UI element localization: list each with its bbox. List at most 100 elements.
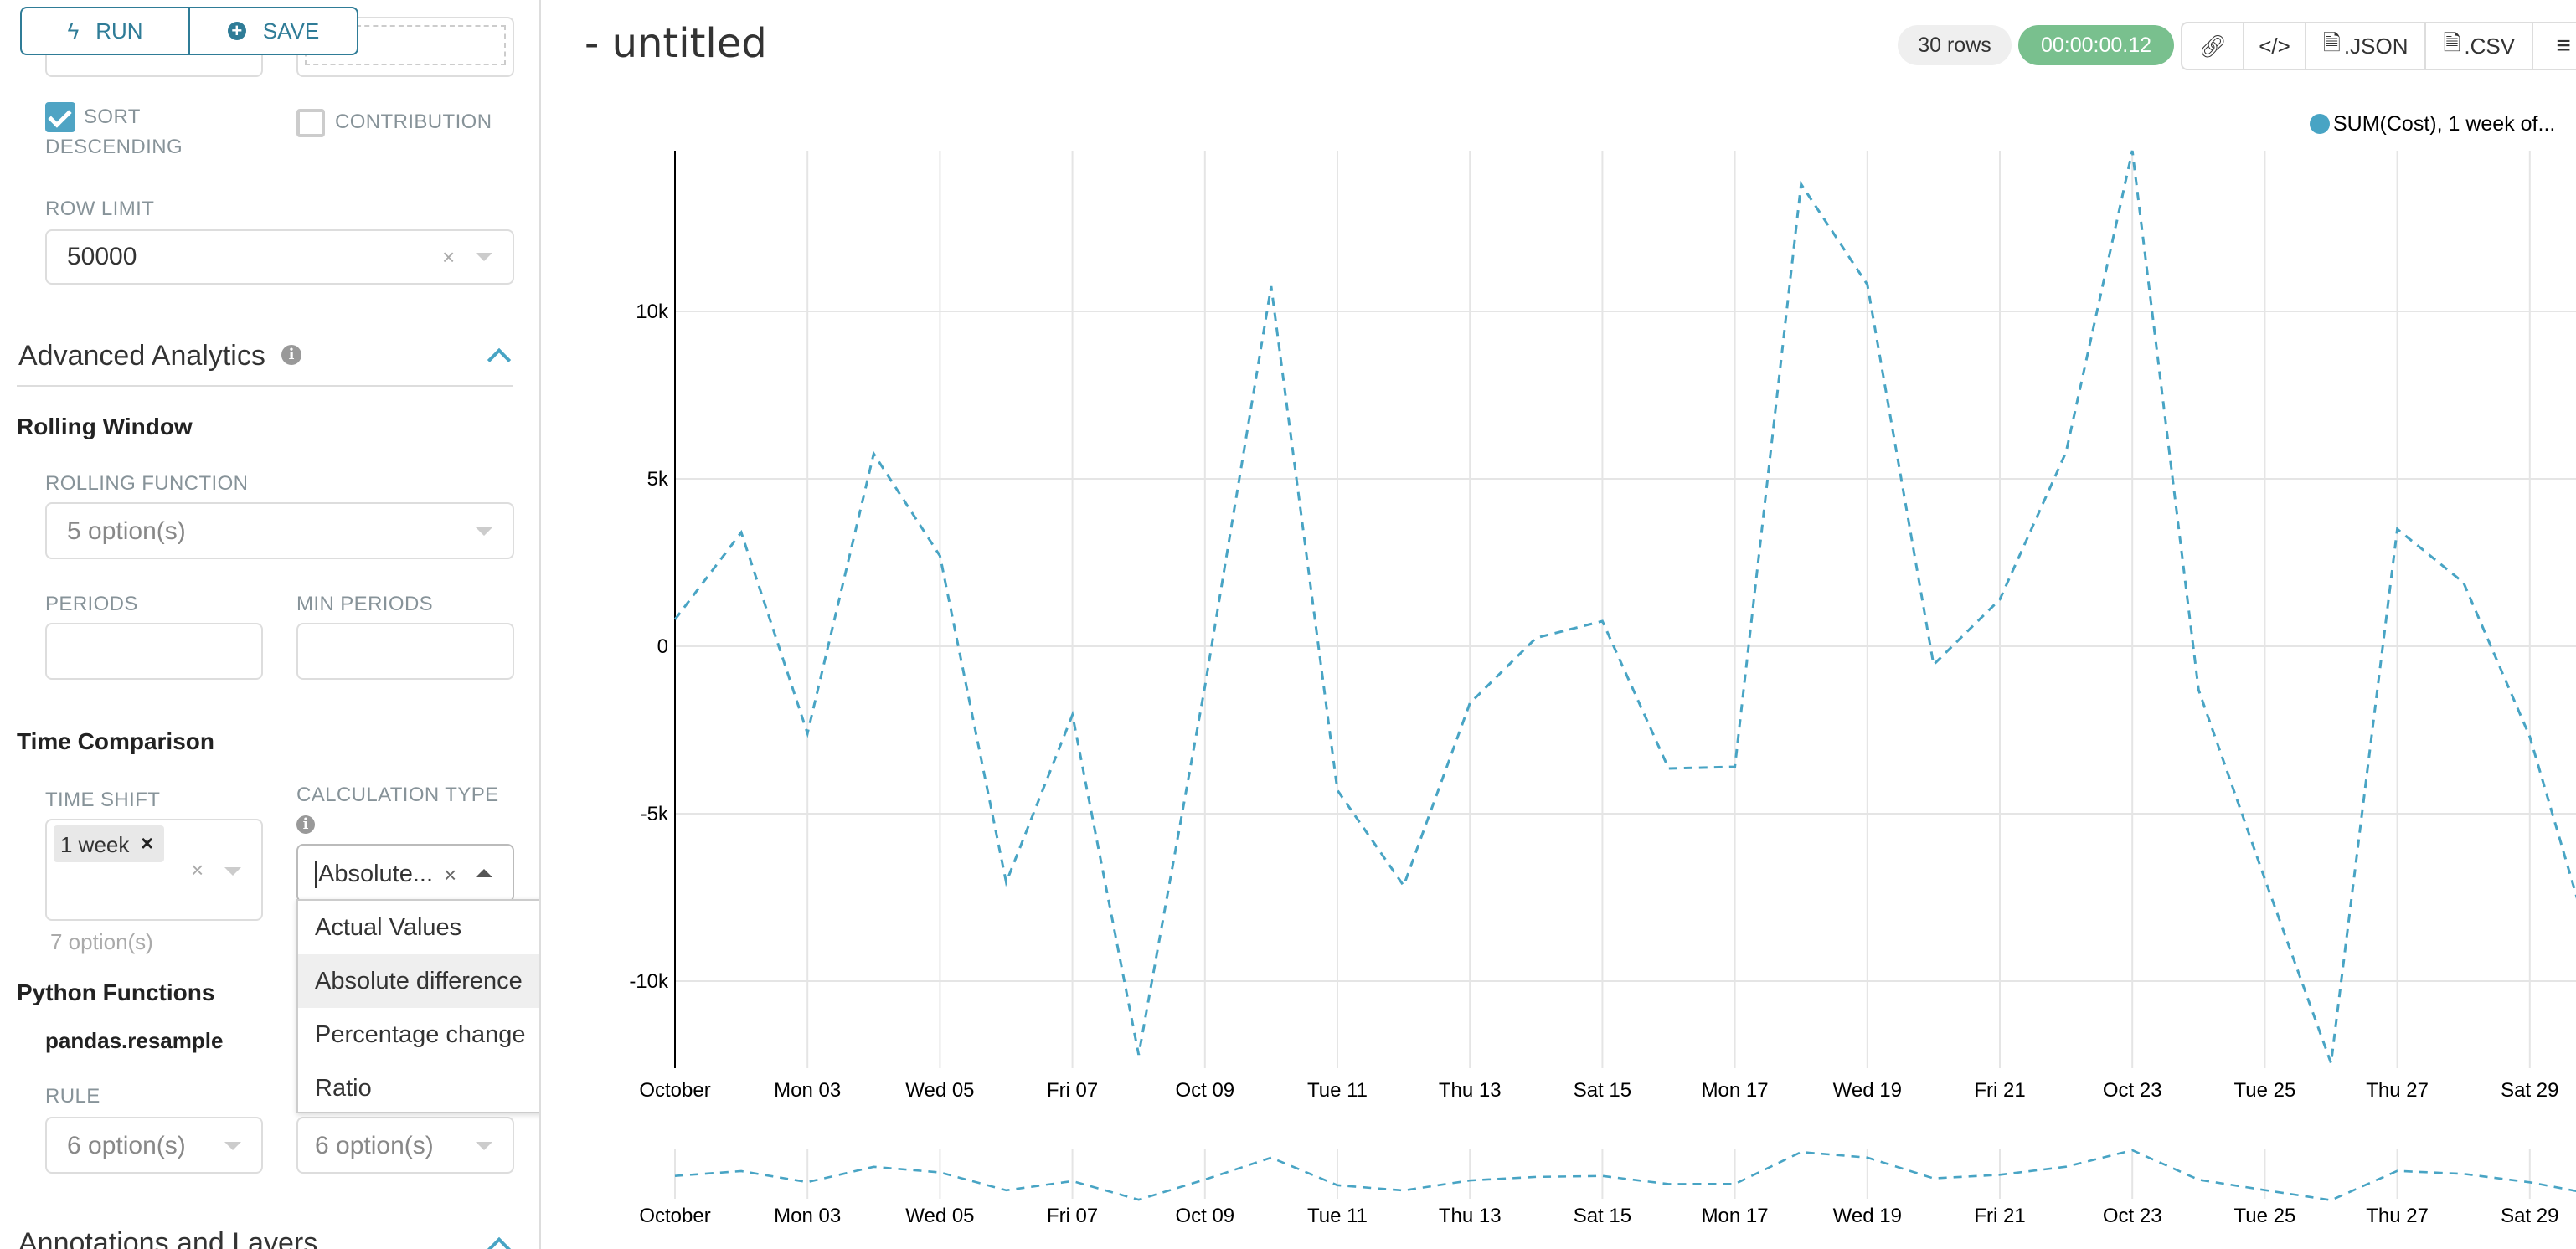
rolling-function-select[interactable]: 5 option(s) <box>45 502 514 559</box>
x-tick-label: Wed 05 <box>905 1079 974 1102</box>
data-point <box>1599 618 1605 624</box>
data-point <box>2328 1060 2335 1067</box>
x-tick-label: Sat 15 <box>1574 1079 1631 1102</box>
y-tick-label: -10k <box>629 970 669 993</box>
link-button[interactable]: 🔗︎ <box>2182 23 2243 69</box>
x-tick-label: Thu 27 <box>2366 1079 2429 1102</box>
legend-dot[interactable] <box>2310 114 2330 134</box>
data-point <box>870 450 877 457</box>
sort-descending-label: SORT <box>84 105 141 128</box>
brush-x-tick-label: October <box>639 1205 710 1227</box>
brush-x-tick-label: Tue 11 <box>1307 1205 1368 1227</box>
brush-x-tick-label: Wed 19 <box>1833 1205 1902 1227</box>
file-code-icon: 🗎︎ <box>2323 30 2341 55</box>
data-point <box>1732 763 1739 770</box>
advanced-analytics-header[interactable]: Advanced Analytics <box>18 340 265 372</box>
series-line <box>673 150 2576 1064</box>
periods-input[interactable] <box>45 623 263 680</box>
embed-button[interactable]: </> <box>2243 23 2305 69</box>
control-panel: ϟ RUN + SAVE SORT DESCENDING CONTRIBUTION … <box>0 0 541 1249</box>
bolt-icon: ϟ <box>67 18 80 44</box>
time-shift-multiselect[interactable]: 1 week × × <box>45 819 263 921</box>
data-point <box>1666 765 1672 772</box>
contribution-checkbox[interactable] <box>296 109 325 137</box>
brush-x-tick-label: Thu 13 <box>1439 1205 1502 1227</box>
caret-down-icon <box>476 253 492 261</box>
hamburger-icon: ≡ <box>2556 32 2571 59</box>
data-point <box>2527 733 2533 740</box>
export-json-button[interactable]: 🗎︎ .JSON <box>2305 23 2424 69</box>
save-button[interactable]: + SAVE <box>188 8 357 54</box>
brush-x-tick-label: Sat 15 <box>1574 1205 1631 1227</box>
row-limit-label: ROW LIMIT <box>45 198 155 220</box>
y-tick-label: 5k <box>647 468 669 491</box>
data-point <box>1003 879 1010 886</box>
data-point <box>936 553 943 559</box>
rule-label: RULE <box>45 1085 100 1108</box>
rolling-function-placeholder: 5 option(s) <box>67 517 186 545</box>
remove-tag-icon[interactable]: × <box>141 830 154 856</box>
data-point <box>1400 882 1407 889</box>
chart-title[interactable]: - untitled <box>585 20 767 67</box>
data-point <box>1069 712 1076 718</box>
option-percentage-change[interactable]: Percentage change <box>315 1021 526 1048</box>
data-point <box>1864 281 1871 288</box>
option-ratio[interactable]: Ratio <box>315 1075 372 1102</box>
code-icon: </> <box>2259 33 2290 59</box>
brush-x-tick-label: Sat 29 <box>2501 1205 2558 1227</box>
python-functions-title: Python Functions <box>17 979 215 1005</box>
data-point <box>2261 876 2268 882</box>
row-limit-select[interactable]: 50000 × <box>45 229 514 285</box>
data-point <box>1202 683 1208 690</box>
option-actual-values[interactable]: Actual Values <box>315 914 462 941</box>
x-tick-label: Oct 23 <box>2103 1079 2162 1102</box>
x-tick-label: Wed 19 <box>1833 1079 1902 1102</box>
data-point <box>738 529 744 536</box>
x-tick-label: Fri 21 <box>1974 1079 2025 1102</box>
data-point <box>2063 449 2069 455</box>
more-menu-button[interactable]: ≡ <box>2532 23 2576 69</box>
brush-x-tick-label: Wed 05 <box>905 1205 974 1227</box>
brush-x-tick-label: Tue 25 <box>2233 1205 2295 1227</box>
data-point <box>1798 181 1805 188</box>
data-point <box>1136 1051 1142 1058</box>
clear-icon[interactable]: × <box>442 244 456 270</box>
caret-up-icon <box>476 869 492 877</box>
clear-icon[interactable]: × <box>191 857 204 882</box>
row-limit-value: 50000 <box>67 243 137 270</box>
data-point <box>2129 147 2136 154</box>
x-tick-label: Mon 03 <box>774 1079 841 1102</box>
info-icon: i <box>296 815 315 834</box>
option-absolute-difference[interactable]: Absolute difference <box>298 954 539 1008</box>
query-timer-badge: 00:00:00.12 <box>2018 25 2174 65</box>
method-select[interactable]: 6 option(s) <box>296 1117 514 1174</box>
caret-down-icon <box>476 527 492 536</box>
clear-icon[interactable]: × <box>444 862 457 887</box>
sort-descending-checkbox[interactable] <box>45 102 75 132</box>
data-point <box>1930 661 1937 668</box>
divider <box>17 385 513 387</box>
calc-type-label: CALCULATION TYPE <box>296 784 499 806</box>
run-save-group: ϟ RUN + SAVE <box>20 7 358 55</box>
x-tick-label: Mon 17 <box>1702 1079 1769 1102</box>
rule-select[interactable]: 6 option(s) <box>45 1117 263 1174</box>
brush-series-line <box>674 1149 2576 1202</box>
brush-x-tick-label: Fri 21 <box>1974 1205 2025 1227</box>
export-csv-button[interactable]: 🗎︎ .CSV <box>2424 23 2532 69</box>
legend-label[interactable]: SUM(Cost), 1 week of... <box>2333 112 2556 136</box>
data-point <box>1268 283 1275 290</box>
brush-x-tick-label: Thu 27 <box>2366 1205 2429 1227</box>
time-shift-hint: 7 option(s) <box>50 929 153 954</box>
contribution-label: CONTRIBUTION <box>335 111 492 133</box>
run-button[interactable]: ϟ RUN <box>67 18 143 44</box>
brush-x-tick-label: Fri 07 <box>1047 1205 1098 1227</box>
rolling-window-title: Rolling Window <box>17 414 193 439</box>
file-text-icon: 🗎︎ <box>2443 30 2461 55</box>
caret-down-icon <box>224 867 241 876</box>
annotations-header[interactable]: Annotations and Layers <box>18 1227 318 1249</box>
time-shift-label: TIME SHIFT <box>45 789 161 811</box>
min-periods-input[interactable] <box>296 623 514 680</box>
x-tick-label: Fri 07 <box>1047 1079 1098 1102</box>
calc-type-select[interactable]: Absolute... × <box>296 844 514 902</box>
